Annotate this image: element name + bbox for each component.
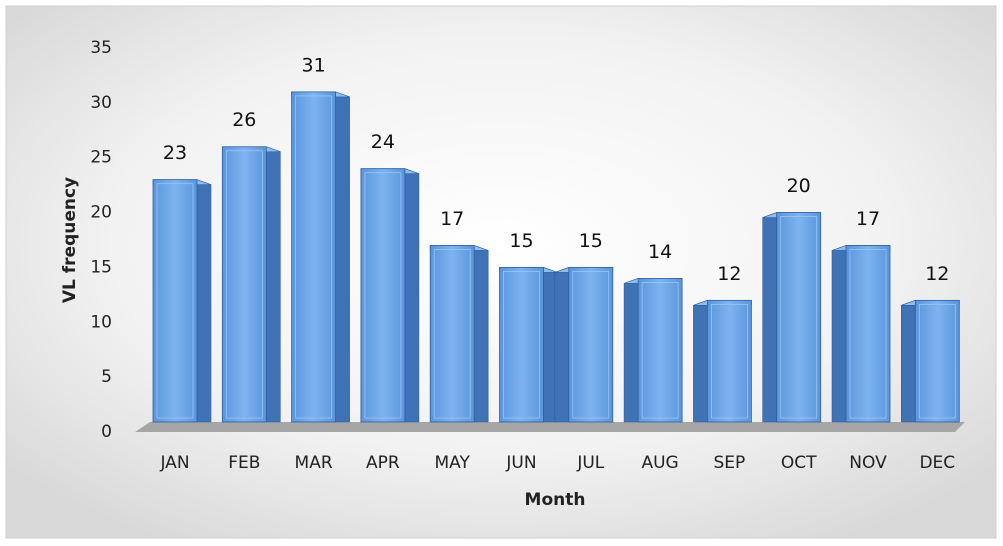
x-tick-label: MAR: [295, 453, 333, 473]
bar-side: [831, 245, 847, 423]
bar-side: [554, 267, 570, 423]
value-label: 12: [925, 263, 949, 285]
bar: [568, 267, 614, 423]
x-tick-label: DEC: [919, 453, 955, 473]
x-tick-label: JUN: [505, 453, 536, 473]
bar-side: [473, 245, 489, 423]
bar: [499, 267, 544, 423]
bar: [914, 299, 960, 423]
bar-inner: [641, 281, 679, 419]
bar-side: [900, 299, 916, 423]
bar-side: [335, 91, 350, 423]
bar-inner: [364, 172, 402, 419]
y-tick-label: 25: [90, 148, 112, 168]
y-tick-label: 10: [90, 312, 112, 332]
bar: [707, 299, 752, 423]
bar-inner: [918, 303, 956, 419]
y-tick-label: 20: [90, 203, 112, 223]
bar-inner: [572, 271, 610, 419]
y-axis-title: VL frequency: [60, 177, 80, 303]
value-label: 15: [509, 230, 533, 252]
bar: [429, 245, 475, 423]
value-label: 14: [648, 241, 672, 263]
y-tick-label: 15: [90, 257, 112, 277]
bar-inner: [711, 303, 748, 419]
value-label: 31: [302, 54, 326, 76]
bar-inner: [295, 95, 333, 419]
y-tick-label: 0: [101, 422, 112, 442]
bar-side: [196, 179, 212, 423]
x-tick-label: JUL: [576, 453, 604, 473]
bar-inner: [225, 150, 263, 419]
x-tick-label: MAY: [435, 453, 471, 473]
y-tick-label: 30: [90, 93, 112, 113]
x-tick-label: OCT: [781, 453, 817, 473]
bar-side: [404, 168, 420, 423]
y-tick-label: 35: [90, 38, 112, 58]
bar: [776, 212, 822, 423]
bar-inner: [780, 216, 818, 419]
x-tick-label: NOV: [849, 453, 887, 473]
value-label: 17: [440, 208, 464, 230]
value-label: 23: [163, 142, 187, 164]
bar-side: [623, 277, 639, 423]
bar-inner: [156, 183, 194, 419]
bar-side: [762, 212, 778, 423]
x-tick-label: AUG: [641, 453, 678, 473]
x-tick-label: FEB: [228, 453, 260, 473]
bar-side: [693, 299, 708, 423]
bar-inner: [503, 271, 540, 419]
x-axis-title: Month: [525, 490, 586, 510]
bar: [291, 91, 337, 423]
x-tick-label: JAN: [159, 453, 189, 473]
x-tick-label: APR: [366, 453, 400, 473]
value-label: 12: [717, 263, 741, 285]
value-label: 20: [787, 175, 811, 197]
bar: [845, 245, 891, 423]
bar: [637, 277, 683, 423]
bar: [221, 146, 267, 423]
y-tick-label: 5: [101, 367, 112, 387]
floor: [135, 422, 965, 432]
x-tick-label: SEP: [714, 453, 746, 473]
value-label: 24: [371, 131, 395, 153]
value-label: 26: [232, 109, 256, 131]
bar: [360, 168, 406, 423]
bar-inner: [849, 249, 887, 419]
bar-inner: [433, 249, 471, 419]
bar: [152, 179, 198, 423]
value-label: 17: [856, 208, 880, 230]
bar-side: [265, 146, 281, 423]
value-label: 15: [579, 230, 603, 252]
